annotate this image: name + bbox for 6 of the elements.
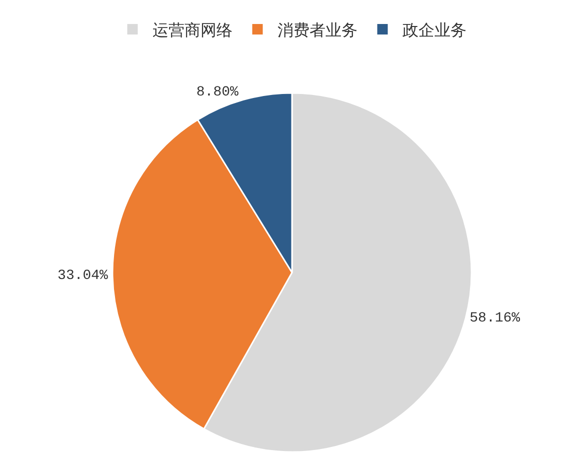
legend-label: 运营商网络 bbox=[152, 20, 232, 40]
data-label: 33.04% bbox=[58, 268, 109, 284]
legend-label: 政企业务 bbox=[402, 20, 466, 40]
data-label: 8.80% bbox=[196, 84, 240, 100]
legend-label: 消费者业务 bbox=[278, 20, 358, 40]
data-label: 58.16% bbox=[470, 310, 521, 327]
